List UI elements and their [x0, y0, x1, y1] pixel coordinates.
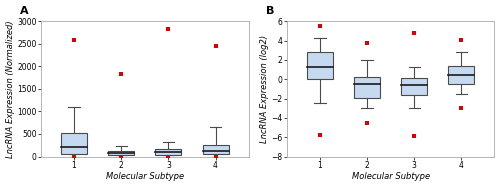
Y-axis label: LncRNA Expression (Normalized): LncRNA Expression (Normalized) — [6, 20, 15, 158]
Bar — [354, 77, 380, 98]
X-axis label: Molecular Subtype: Molecular Subtype — [352, 172, 430, 181]
Bar — [156, 149, 182, 155]
Text: B: B — [266, 6, 274, 16]
Bar — [307, 52, 333, 79]
Bar — [108, 151, 134, 155]
Bar — [202, 145, 228, 154]
Text: A: A — [20, 6, 29, 16]
Bar — [61, 133, 87, 154]
Bar — [448, 66, 474, 84]
X-axis label: Molecular Subtype: Molecular Subtype — [106, 172, 184, 181]
Y-axis label: LncRNA Expression (log2): LncRNA Expression (log2) — [260, 35, 268, 143]
Bar — [402, 78, 427, 95]
